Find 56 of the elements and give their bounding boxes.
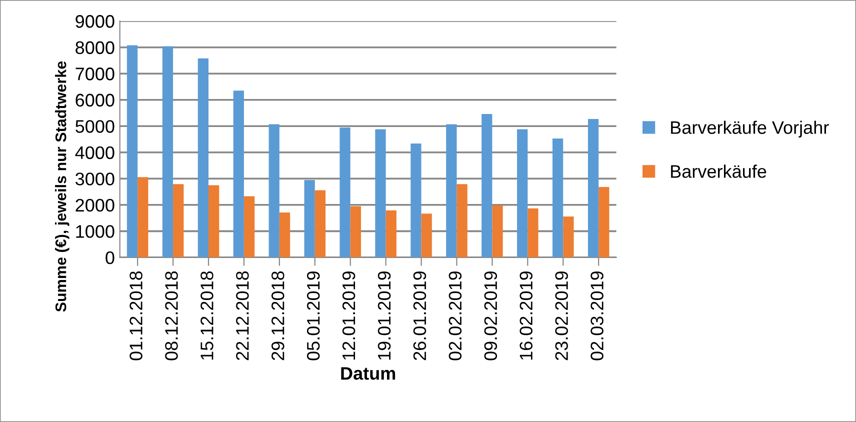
x-tick-label: 02.02.2019 [448, 271, 462, 360]
y-tick-label: 8000 [76, 41, 114, 54]
bar [198, 58, 208, 258]
x-tick-label: 09.02.2019 [484, 271, 498, 360]
x-tick-label: 23.02.2019 [555, 271, 568, 360]
x-tick-label: 02.03.2019 [590, 271, 604, 360]
bar [314, 190, 326, 258]
y-tick-label: 7000 [76, 68, 114, 80]
x-tick-label: 15.12.2018 [200, 271, 214, 360]
x-tick-label: 01.12.2018 [130, 271, 142, 360]
y-tick-label: 9000 [76, 15, 114, 28]
bar [279, 212, 290, 258]
bar [588, 119, 599, 258]
bar [552, 138, 564, 258]
y-tick-label: 3000 [76, 172, 114, 186]
bar [138, 177, 148, 258]
bar [208, 185, 220, 258]
y-tick-label: 1000 [76, 225, 114, 238]
x-tick-label: 16.02.2019 [520, 271, 533, 360]
legend-label: Barverkäufe Vorjahr [671, 120, 829, 138]
bar [386, 210, 396, 258]
bar [598, 187, 610, 258]
y-tick-label: 0 [106, 251, 114, 264]
legend-label: Barverkäufe [671, 164, 766, 178]
bar [517, 129, 528, 258]
bar [492, 205, 503, 258]
bar [421, 214, 432, 258]
bar [375, 129, 386, 258]
x-tick-label: 26.01.2019 [413, 271, 426, 360]
bar [350, 206, 361, 258]
x-tick-label: 08.12.2018 [165, 271, 178, 360]
x-tick-label: 19.01.2019 [378, 271, 391, 360]
bar [126, 45, 138, 258]
y-tick-label: 2000 [76, 198, 114, 212]
x-tick-label: 12.01.2019 [342, 271, 356, 360]
y-tick-label: 5000 [76, 120, 114, 133]
x-axis-title: Datum [341, 367, 396, 380]
bar [528, 208, 538, 258]
bar [244, 196, 255, 258]
bar [446, 124, 457, 258]
bar [304, 180, 315, 258]
bar [456, 184, 468, 258]
x-tick-label: 29.12.2018 [271, 271, 284, 360]
bar [173, 184, 184, 258]
bar [410, 143, 422, 258]
bar [268, 124, 280, 258]
y-tick-label: 6000 [76, 94, 114, 107]
bar [563, 216, 574, 258]
y-axis-title: Summe (€), jeweils nur Stadtwerke [55, 61, 70, 312]
x-tick-label: 05.01.2019 [306, 271, 320, 360]
bar [233, 90, 244, 258]
x-tick-label: 22.12.2018 [236, 271, 249, 360]
bar [162, 46, 174, 258]
y-tick-label: 4000 [75, 146, 114, 160]
bar [482, 114, 492, 258]
bar [340, 127, 350, 258]
